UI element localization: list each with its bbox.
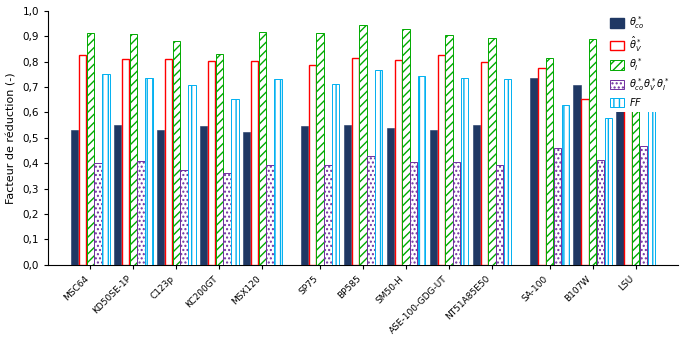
Bar (308, 65, 316, 265)
Bar (402, 29, 410, 265)
Bar (504, 79, 511, 265)
Bar (145, 78, 153, 265)
Bar (582, 98, 588, 265)
Bar (180, 170, 188, 265)
Bar (640, 146, 647, 265)
Bar (157, 130, 164, 265)
Bar (251, 61, 258, 265)
Bar (266, 165, 274, 265)
Bar (387, 129, 394, 265)
Bar (102, 75, 110, 265)
Bar (332, 84, 339, 265)
Bar (351, 58, 359, 265)
Bar (71, 130, 79, 265)
Bar (324, 165, 332, 265)
Bar (530, 78, 538, 265)
Bar (395, 60, 402, 265)
Bar (597, 160, 604, 265)
Bar (243, 132, 251, 265)
Bar (375, 70, 382, 265)
Bar (360, 25, 366, 265)
Bar (453, 162, 460, 265)
Bar (538, 68, 546, 265)
Bar (200, 126, 208, 265)
Bar (114, 125, 121, 265)
Bar (301, 126, 308, 265)
Bar (496, 165, 503, 265)
Bar (87, 32, 94, 265)
Bar (138, 161, 145, 265)
Bar (223, 173, 231, 265)
Bar (208, 61, 215, 265)
Bar (316, 32, 324, 265)
Bar (122, 59, 129, 265)
Bar (488, 38, 496, 265)
Bar (188, 84, 196, 265)
Bar (173, 41, 180, 265)
Bar (129, 34, 137, 265)
Bar (410, 162, 417, 265)
Bar (95, 163, 102, 265)
Bar (259, 32, 266, 265)
Bar (546, 58, 553, 265)
Bar (367, 156, 375, 265)
Bar (274, 79, 282, 265)
Bar (647, 110, 655, 265)
Bar (481, 62, 488, 265)
Bar (232, 98, 238, 265)
Bar (216, 54, 223, 265)
Bar (461, 78, 469, 265)
Bar (445, 35, 453, 265)
Bar (573, 84, 581, 265)
Bar (554, 147, 561, 265)
Bar (79, 55, 86, 265)
Bar (165, 59, 172, 265)
Bar (438, 55, 445, 265)
Bar (616, 72, 624, 265)
Bar (605, 118, 612, 265)
Bar (429, 130, 437, 265)
Legend: $\theta^*_{co}$, $\hat{\theta}^*_V$, $\theta^*_I$, $\theta^*_{co}\theta^*_V\thet: $\theta^*_{co}$, $\hat{\theta}^*_V$, $\t… (606, 11, 673, 112)
Bar (473, 125, 480, 265)
Bar (632, 55, 639, 265)
Bar (589, 39, 597, 265)
Y-axis label: Facteur de réduction (-): Facteur de réduction (-) (7, 72, 17, 204)
Bar (624, 76, 632, 265)
Bar (562, 105, 569, 265)
Bar (344, 125, 351, 265)
Bar (418, 76, 425, 265)
